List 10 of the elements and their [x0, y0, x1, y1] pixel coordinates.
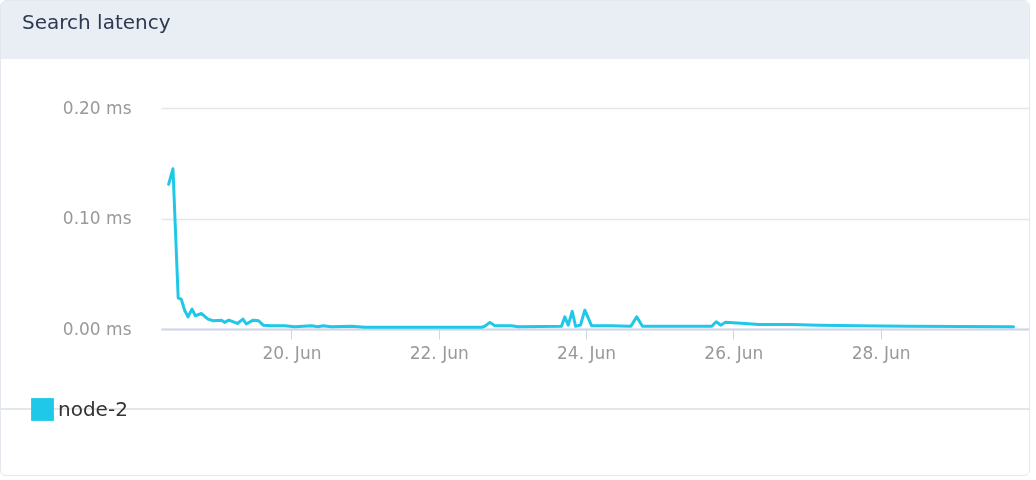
- x-tick-label: 22. Jun: [409, 342, 469, 363]
- x-tick-label: 20. Jun: [262, 342, 322, 363]
- legend-label: node-2: [58, 396, 128, 421]
- chart-title: Search latency: [1, 1, 1029, 59]
- y-tick-label: 0.00 ms: [62, 318, 132, 339]
- y-tick-label: 0.20 ms: [62, 97, 132, 118]
- x-tick-label: 24. Jun: [557, 342, 617, 363]
- x-tick-label: 28. Jun: [851, 342, 911, 363]
- y-tick-label: 0.10 ms: [62, 208, 132, 228]
- x-tick-label: 26. Jun: [704, 342, 764, 363]
